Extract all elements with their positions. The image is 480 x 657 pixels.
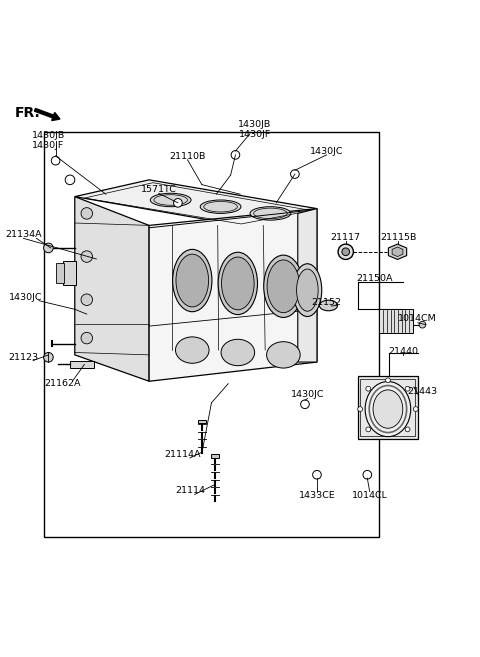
FancyArrow shape — [35, 108, 60, 121]
Polygon shape — [212, 454, 219, 458]
Ellipse shape — [150, 193, 191, 207]
Ellipse shape — [221, 339, 254, 366]
Text: 21115B: 21115B — [380, 233, 417, 242]
Polygon shape — [56, 263, 64, 283]
Polygon shape — [392, 247, 403, 257]
Text: 1430JC: 1430JC — [290, 390, 324, 399]
Circle shape — [413, 407, 418, 411]
Circle shape — [312, 470, 321, 479]
Circle shape — [65, 175, 75, 185]
Circle shape — [44, 243, 53, 253]
Text: 21162A: 21162A — [45, 379, 81, 388]
Text: 1571TC: 1571TC — [141, 185, 177, 194]
Circle shape — [366, 386, 371, 391]
Polygon shape — [298, 209, 317, 362]
Ellipse shape — [176, 337, 209, 363]
Circle shape — [338, 244, 353, 260]
Ellipse shape — [250, 207, 291, 220]
Ellipse shape — [200, 200, 241, 214]
Ellipse shape — [319, 300, 337, 311]
Text: 21150A: 21150A — [356, 274, 393, 283]
Text: 1433CE: 1433CE — [299, 491, 336, 500]
Ellipse shape — [176, 254, 209, 307]
Circle shape — [405, 427, 410, 432]
Ellipse shape — [173, 250, 212, 311]
Polygon shape — [388, 244, 407, 260]
Circle shape — [385, 378, 390, 382]
Text: 21123: 21123 — [9, 353, 38, 362]
Circle shape — [290, 170, 299, 179]
Circle shape — [81, 332, 93, 344]
Ellipse shape — [365, 382, 411, 437]
Polygon shape — [198, 420, 206, 424]
Polygon shape — [379, 309, 413, 333]
Polygon shape — [358, 376, 418, 439]
Circle shape — [366, 427, 371, 432]
Text: FR.: FR. — [15, 106, 41, 120]
Text: 1430JC: 1430JC — [9, 293, 42, 302]
Text: 21114: 21114 — [175, 486, 205, 495]
Circle shape — [300, 400, 309, 409]
Text: 1430JB
1430JF: 1430JB 1430JF — [32, 131, 65, 150]
Circle shape — [358, 407, 362, 411]
Circle shape — [419, 321, 426, 328]
Text: 1430JC: 1430JC — [310, 147, 343, 156]
Circle shape — [174, 198, 182, 207]
Circle shape — [363, 470, 372, 479]
Circle shape — [44, 352, 53, 362]
Text: 1014CL: 1014CL — [352, 491, 388, 500]
Polygon shape — [63, 261, 76, 285]
Circle shape — [81, 208, 93, 219]
Text: 21114A: 21114A — [165, 449, 201, 459]
Ellipse shape — [266, 342, 300, 368]
Bar — [44, 132, 379, 537]
Ellipse shape — [218, 252, 257, 315]
Polygon shape — [75, 180, 317, 225]
Text: 1014CM: 1014CM — [398, 315, 437, 323]
Circle shape — [81, 251, 93, 262]
Text: 21152: 21152 — [312, 298, 342, 307]
Circle shape — [51, 156, 60, 165]
Text: 21440: 21440 — [388, 347, 418, 356]
Polygon shape — [70, 361, 94, 368]
Ellipse shape — [373, 390, 403, 428]
Polygon shape — [75, 196, 149, 381]
Text: 21134A: 21134A — [5, 231, 42, 240]
Circle shape — [81, 294, 93, 306]
Ellipse shape — [297, 269, 318, 311]
Ellipse shape — [267, 260, 300, 313]
Text: 21110B: 21110B — [169, 152, 205, 162]
Text: 21117: 21117 — [331, 233, 361, 242]
Text: 21443: 21443 — [408, 387, 437, 396]
Ellipse shape — [222, 257, 254, 310]
Ellipse shape — [293, 263, 322, 317]
Polygon shape — [149, 209, 317, 381]
Text: 1430JB
1430JF: 1430JB 1430JF — [238, 120, 271, 139]
Circle shape — [342, 248, 349, 256]
Ellipse shape — [264, 255, 303, 317]
Circle shape — [231, 150, 240, 159]
Circle shape — [405, 386, 410, 391]
